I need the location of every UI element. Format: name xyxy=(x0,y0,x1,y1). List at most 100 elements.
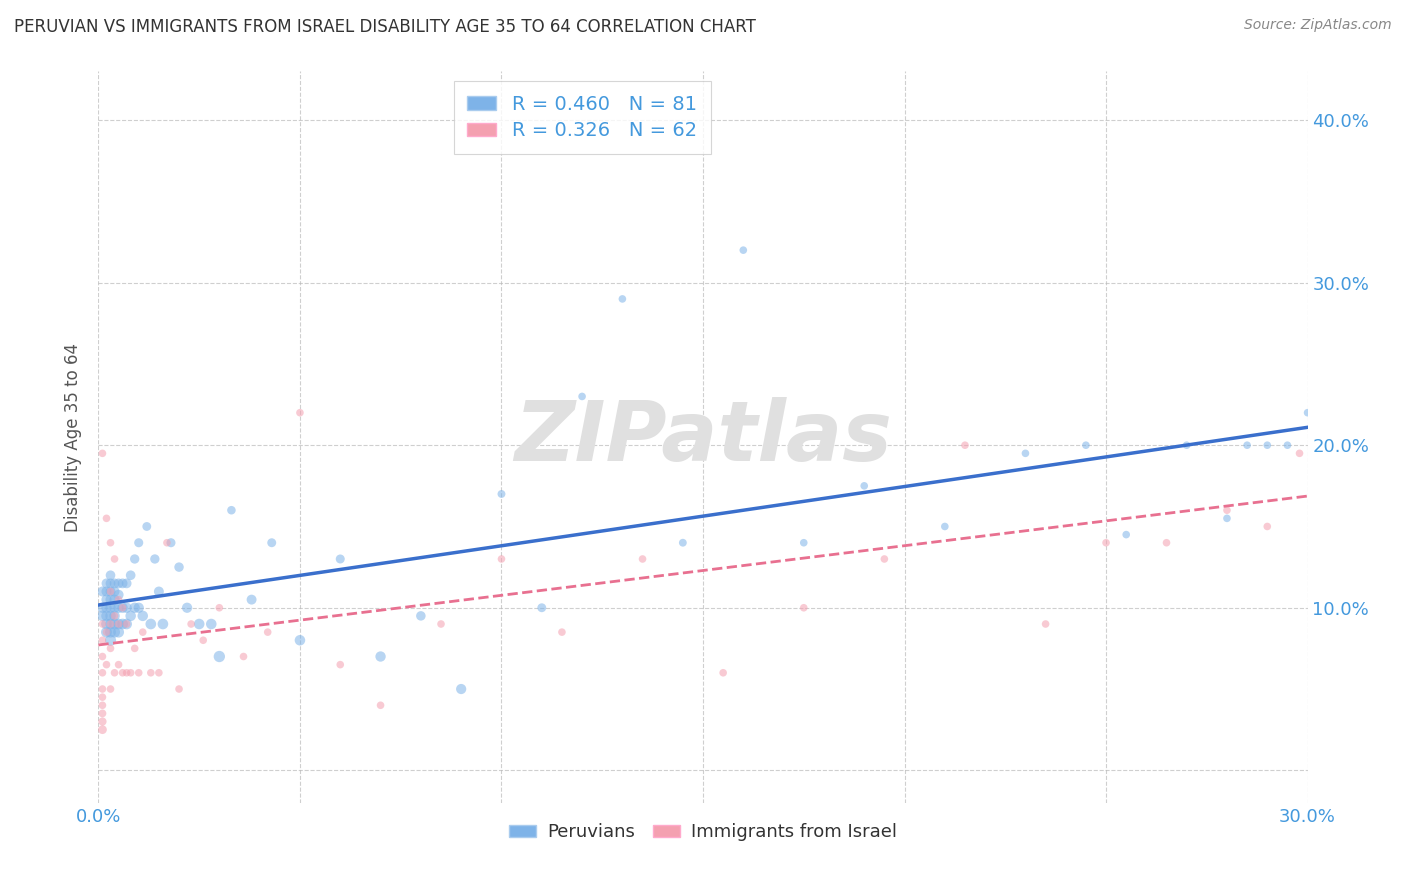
Point xyxy=(711,665,734,680)
Point xyxy=(240,592,263,607)
Point xyxy=(156,535,179,549)
Point xyxy=(103,552,125,566)
Point xyxy=(91,698,114,713)
Text: ZIPatlas: ZIPatlas xyxy=(515,397,891,477)
Point xyxy=(1320,430,1343,444)
Point xyxy=(953,438,976,452)
Point xyxy=(148,665,170,680)
Point xyxy=(100,617,122,632)
Point xyxy=(132,625,155,640)
Point xyxy=(612,292,634,306)
Point xyxy=(103,608,125,623)
Point xyxy=(152,617,174,632)
Point xyxy=(631,552,654,566)
Point xyxy=(100,600,122,615)
Point xyxy=(450,681,472,696)
Point xyxy=(111,600,134,615)
Point xyxy=(1216,511,1239,525)
Point xyxy=(139,665,162,680)
Point xyxy=(100,681,122,696)
Point xyxy=(551,625,574,640)
Point xyxy=(115,576,138,591)
Point xyxy=(793,600,815,615)
Point xyxy=(132,608,155,623)
Point xyxy=(115,617,138,632)
Point xyxy=(103,665,125,680)
Point xyxy=(160,535,183,549)
Point xyxy=(934,519,956,533)
Point xyxy=(853,479,876,493)
Point xyxy=(96,625,118,640)
Point xyxy=(100,568,122,582)
Point xyxy=(107,617,129,632)
Point xyxy=(1095,535,1118,549)
Point xyxy=(491,552,513,566)
Point xyxy=(100,608,122,623)
Point xyxy=(124,641,146,656)
Point xyxy=(672,535,695,549)
Point xyxy=(200,617,222,632)
Point xyxy=(1256,438,1278,452)
Point xyxy=(120,608,142,623)
Point xyxy=(1115,527,1137,541)
Point xyxy=(1014,446,1036,460)
Point xyxy=(167,560,190,574)
Point xyxy=(96,600,118,615)
Point xyxy=(120,568,142,582)
Point xyxy=(167,681,190,696)
Point xyxy=(1156,535,1178,549)
Point xyxy=(100,592,122,607)
Point xyxy=(91,633,114,648)
Point xyxy=(91,723,114,737)
Point xyxy=(128,600,150,615)
Point xyxy=(100,641,122,656)
Point xyxy=(256,625,278,640)
Point xyxy=(329,552,352,566)
Point xyxy=(115,600,138,615)
Point xyxy=(208,649,231,664)
Point xyxy=(1277,438,1299,452)
Y-axis label: Disability Age 35 to 64: Disability Age 35 to 64 xyxy=(65,343,83,532)
Point xyxy=(96,617,118,632)
Point xyxy=(193,633,215,648)
Point xyxy=(571,389,593,403)
Point xyxy=(1175,438,1198,452)
Point xyxy=(1256,519,1278,533)
Point xyxy=(124,600,146,615)
Point xyxy=(103,617,125,632)
Point xyxy=(1236,438,1258,452)
Point xyxy=(111,665,134,680)
Point xyxy=(111,600,134,615)
Point xyxy=(139,617,162,632)
Point xyxy=(100,576,122,591)
Point xyxy=(103,584,125,599)
Point xyxy=(180,617,202,632)
Point xyxy=(329,657,352,672)
Point xyxy=(188,617,211,632)
Point xyxy=(491,487,513,501)
Point xyxy=(143,552,166,566)
Point xyxy=(103,600,125,615)
Point xyxy=(111,576,134,591)
Point xyxy=(91,617,114,632)
Point xyxy=(176,600,198,615)
Point xyxy=(115,617,138,632)
Point xyxy=(107,588,129,602)
Point xyxy=(96,576,118,591)
Point xyxy=(96,608,118,623)
Point xyxy=(107,625,129,640)
Point xyxy=(91,681,114,696)
Point xyxy=(91,690,114,705)
Point xyxy=(107,657,129,672)
Point xyxy=(103,625,125,640)
Point xyxy=(96,511,118,525)
Point xyxy=(100,584,122,599)
Point xyxy=(288,406,311,420)
Point xyxy=(96,657,118,672)
Point xyxy=(107,592,129,607)
Point xyxy=(793,535,815,549)
Point xyxy=(91,706,114,721)
Point xyxy=(1296,406,1319,420)
Point xyxy=(260,535,283,549)
Point xyxy=(128,535,150,549)
